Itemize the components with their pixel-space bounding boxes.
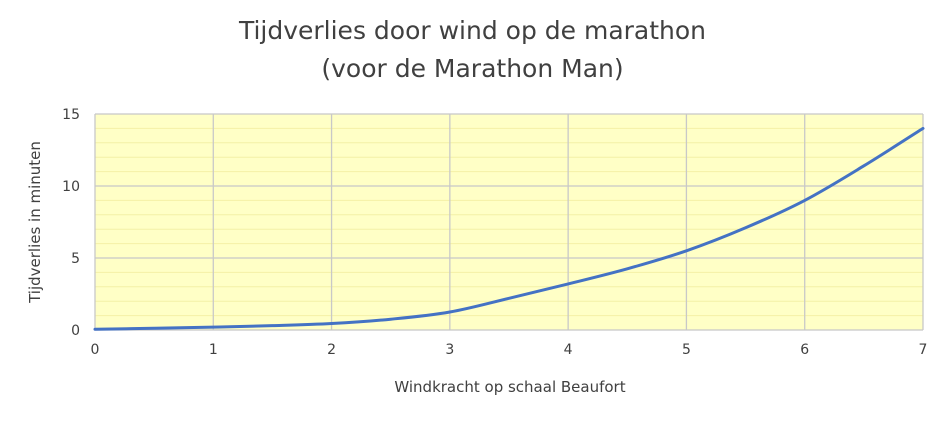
plot-area (95, 114, 923, 330)
x-axis-label: Windkracht op schaal Beaufort (394, 378, 625, 396)
y-axis-label: Tijdverlies in minuten (26, 141, 44, 304)
x-tick-label: 2 (327, 342, 336, 358)
series-line (93, 126, 925, 331)
chart-title-line2: (voor de Marathon Man) (321, 54, 624, 83)
x-tick-label: 4 (564, 342, 573, 358)
x-tick-label: 3 (445, 342, 454, 358)
x-tick-label: 0 (91, 342, 100, 358)
x-tick-label: 1 (209, 342, 218, 358)
y-tick-label: 0 (71, 323, 80, 339)
y-tick-label: 5 (71, 251, 80, 267)
x-tick-label: 5 (682, 342, 691, 358)
y-tick-label: 10 (62, 179, 80, 195)
x-tick-label: 7 (919, 342, 928, 358)
y-tick-label: 15 (62, 107, 80, 123)
x-tick-label: 6 (800, 342, 809, 358)
chart-title-line1: Tijdverlies door wind op de marathon (238, 16, 707, 45)
